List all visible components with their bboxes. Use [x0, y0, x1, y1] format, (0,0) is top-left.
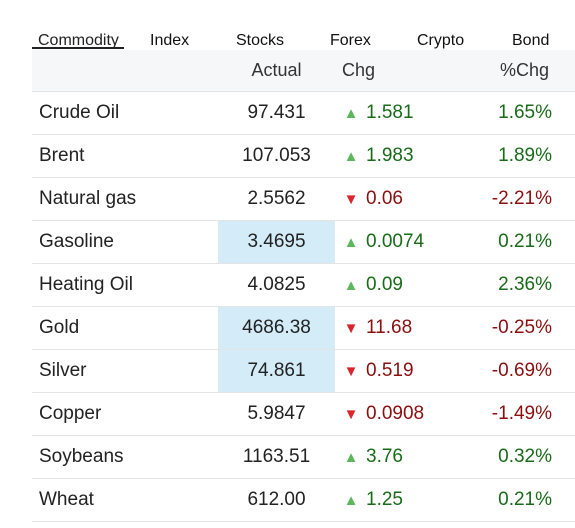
tab-crypto-label: Crypto [417, 32, 465, 49]
percent-change-value: 0.21% [498, 231, 552, 252]
triangle-down-icon: ▼ [343, 362, 359, 380]
tab-index[interactable]: Index [150, 0, 189, 50]
tab-commodity[interactable]: Commodity [38, 0, 119, 50]
actual-cell-highlight [218, 350, 335, 392]
table-row[interactable]: Wheat 612.00 ▲ 1.25 0.21% [32, 479, 575, 522]
table-row[interactable]: Copper 5.9847 ▼ 0.0908 -1.49% [32, 393, 575, 436]
change-value: 11.68 [366, 317, 413, 338]
percent-change-value: -1.49% [491, 403, 552, 424]
triangle-down-icon: ▼ [343, 190, 359, 208]
commodity-name[interactable]: Soybeans [39, 446, 124, 467]
table-row[interactable]: Silver 74.861 ▼ 0.519 -0.69% [32, 350, 575, 393]
triangle-up-icon: ▲ [343, 233, 359, 251]
change-value: 0.0074 [366, 231, 425, 252]
triangle-down-icon: ▼ [343, 319, 359, 337]
percent-change-value: 0.21% [498, 489, 552, 510]
tab-index-label: Index [150, 32, 190, 49]
tab-bond[interactable]: Bond [512, 0, 549, 50]
commodity-name[interactable]: Gold [39, 317, 80, 338]
actual-value: 107.053 [242, 145, 311, 166]
actual-value: 4.0825 [247, 274, 306, 295]
table-row[interactable]: Natural gas 2.5562 ▼ 0.06 -2.21% [32, 178, 575, 221]
tab-bond-label: Bond [512, 32, 550, 49]
header-actual[interactable]: Actual [251, 60, 302, 80]
percent-change-value: -0.25% [491, 317, 552, 338]
commodity-name[interactable]: Natural gas [39, 188, 137, 209]
triangle-up-icon: ▲ [343, 448, 359, 466]
actual-cell-highlight [218, 307, 335, 349]
commodity-table: Actual Chg %Chg Crude Oil 97.431 ▲ 1.581 1.6… [32, 50, 575, 522]
change-value: 0.09 [366, 274, 403, 295]
triangle-down-icon: ▼ [343, 405, 359, 423]
triangle-up-icon: ▲ [343, 276, 359, 294]
change-value: 1.983 [366, 145, 414, 166]
tab-forex[interactable]: Forex [330, 0, 371, 50]
change-cell: ▲ 1.25 [342, 479, 403, 521]
change-cell: ▼ 0.519 [342, 350, 414, 392]
change-value: 0.519 [366, 360, 414, 381]
actual-value: 1163.51 [242, 446, 311, 467]
commodity-name[interactable]: Gasoline [39, 231, 114, 252]
actual-value: 97.431 [247, 102, 306, 123]
header-pct-chg[interactable]: %Chg [499, 60, 549, 80]
percent-change-value: -2.21% [491, 188, 552, 209]
change-cell: ▼ 0.0908 [342, 393, 425, 435]
commodity-name[interactable]: Silver [39, 360, 87, 381]
tab-commodity-label: Commodity [38, 32, 119, 49]
table-header: Actual Chg %Chg [32, 50, 575, 92]
actual-value: 74.861 [247, 360, 306, 381]
triangle-up-icon: ▲ [343, 491, 359, 509]
change-value: 3.76 [366, 446, 403, 467]
percent-change-value: 1.65% [498, 102, 552, 123]
commodity-name[interactable]: Copper [39, 403, 102, 424]
commodity-name[interactable]: Wheat [39, 489, 94, 510]
actual-cell-highlight [218, 221, 335, 263]
actual-value: 612.00 [247, 489, 306, 510]
tab-stocks[interactable]: Stocks [236, 0, 284, 50]
change-cell: ▲ 0.09 [342, 264, 403, 306]
tab-crypto[interactable]: Crypto [417, 0, 464, 50]
table-row[interactable]: Gold 4686.38 ▼ 11.68 -0.25% [32, 307, 575, 350]
change-value: 1.25 [366, 489, 403, 510]
percent-change-value: -0.69% [491, 360, 552, 381]
table-body: Crude Oil 97.431 ▲ 1.581 1.65% Brent 107.053 ▲ 1… [32, 92, 575, 522]
change-value: 1.581 [366, 102, 414, 123]
change-value: 0.06 [366, 188, 403, 209]
change-cell: ▲ 1.581 [342, 92, 414, 134]
active-tab-indicator [32, 47, 124, 49]
commodity-name[interactable]: Crude Oil [39, 102, 120, 123]
percent-change-value: 0.32% [498, 446, 552, 467]
percent-change-value: 2.36% [498, 274, 552, 295]
table-row[interactable]: Brent 107.053 ▲ 1.983 1.89% [32, 135, 575, 178]
header-chg[interactable]: Chg [342, 60, 376, 80]
actual-value: 3.4695 [247, 231, 306, 252]
commodity-name[interactable]: Brent [39, 145, 85, 166]
table-row[interactable]: Soybeans 1163.51 ▲ 3.76 0.32% [32, 436, 575, 479]
tab-stocks-label: Stocks [236, 32, 285, 49]
market-tabs: Commodity Index Stocks Forex Crypto Bond [0, 0, 575, 50]
change-cell: ▼ 0.06 [342, 178, 403, 220]
actual-value: 5.9847 [247, 403, 306, 424]
change-cell: ▼ 11.68 [342, 307, 413, 349]
tab-forex-label: Forex [330, 32, 371, 49]
change-value: 0.0908 [366, 403, 425, 424]
table-row[interactable]: Crude Oil 97.431 ▲ 1.581 1.65% [32, 92, 575, 135]
actual-value: 4686.38 [242, 317, 311, 338]
change-cell: ▲ 0.0074 [342, 221, 425, 263]
table-row[interactable]: Heating Oil 4.0825 ▲ 0.09 2.36% [32, 264, 575, 307]
commodity-name[interactable]: Heating Oil [39, 274, 133, 295]
triangle-up-icon: ▲ [343, 147, 359, 165]
actual-value: 2.5562 [247, 188, 306, 209]
table-row[interactable]: Gasoline 3.4695 ▲ 0.0074 0.21% [32, 221, 575, 264]
triangle-up-icon: ▲ [343, 104, 359, 122]
change-cell: ▲ 3.76 [342, 436, 403, 478]
percent-change-value: 1.89% [498, 145, 552, 166]
change-cell: ▲ 1.983 [342, 135, 414, 177]
